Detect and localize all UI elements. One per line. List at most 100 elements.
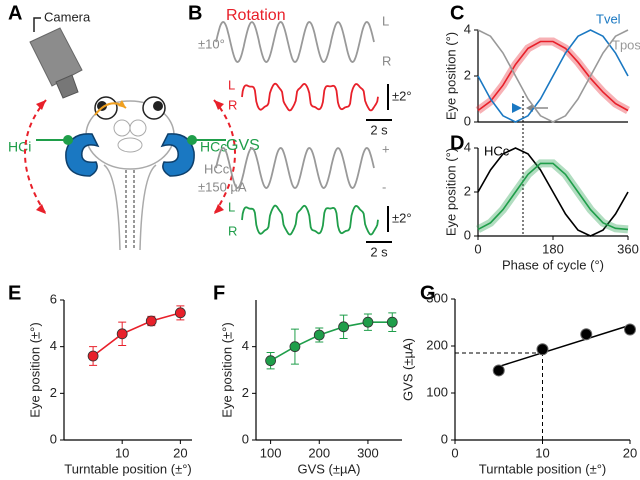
band <box>476 159 629 234</box>
y-tick-label: 4 <box>464 139 471 154</box>
scale-label: ±2° <box>392 210 412 225</box>
panel-label: C <box>450 2 464 24</box>
point <box>116 328 128 340</box>
panel-label: D <box>450 132 464 154</box>
point <box>174 307 186 319</box>
polarity-label: + <box>382 141 390 156</box>
x-tick-label: 180 <box>542 241 564 256</box>
direction-label: R <box>382 53 391 68</box>
x-axis-label: Turntable position (±°) <box>64 461 191 476</box>
fit-line <box>498 324 631 368</box>
line <box>477 29 629 123</box>
series-label: Tvel <box>596 11 621 26</box>
y-tick-label: 0 <box>464 113 471 128</box>
point <box>580 328 593 341</box>
y-tick-label: 200 <box>426 337 448 352</box>
time-label: 2 s <box>370 244 388 259</box>
electrode-tip <box>63 135 73 145</box>
arrowhead <box>214 100 224 110</box>
x-tick-label: 0 <box>451 445 458 460</box>
x-axis-label: GVS (±µA) <box>297 461 360 476</box>
arrowhead <box>36 100 46 110</box>
direction-label: R <box>228 97 237 112</box>
rotation-arc <box>24 99 47 215</box>
y-axis-label: Eye position (°) <box>443 148 458 236</box>
y-tick-label: 2 <box>242 385 249 400</box>
direction-label: R <box>228 223 237 238</box>
panel-label: E <box>8 282 21 304</box>
trace <box>215 147 375 189</box>
point <box>289 341 301 353</box>
y-tick-label: 300 <box>426 290 448 305</box>
arrowhead <box>36 204 46 214</box>
line <box>270 321 393 362</box>
pupil <box>97 101 107 111</box>
point <box>536 343 549 356</box>
line <box>477 29 629 123</box>
direction-label: L <box>228 77 235 92</box>
series-label: Tpos <box>612 37 640 52</box>
camera-bracket <box>33 17 41 32</box>
amplitude-label: ±10° <box>198 36 225 51</box>
trace <box>215 21 375 63</box>
point <box>492 364 505 377</box>
x-tick-label: 20 <box>623 445 637 460</box>
rotation-label: Rotation <box>226 7 286 24</box>
y-tick-label: 0 <box>464 227 471 242</box>
line <box>92 312 181 357</box>
scale-label: ±2° <box>392 88 412 103</box>
camera-label: Camera <box>44 9 91 24</box>
y-axis-label: GVS (±µA) <box>400 338 415 401</box>
camera-lens <box>55 74 79 99</box>
point <box>145 315 157 327</box>
y-tick-label: 4 <box>242 338 249 353</box>
x-tick-label: 10 <box>535 445 549 460</box>
trace <box>241 204 379 236</box>
panel-label: B <box>188 2 202 24</box>
panel-label: F <box>213 282 225 304</box>
panel-label: A <box>8 2 22 24</box>
x-axis-label: Turntable position (±°) <box>479 461 606 476</box>
x-axis-label: Phase of cycle (°) <box>502 257 604 272</box>
y-tick-label: 2 <box>464 183 471 198</box>
line <box>477 147 629 237</box>
point <box>338 321 350 333</box>
gvs-label: GVS <box>226 137 260 154</box>
polarity-label: - <box>382 179 386 194</box>
point <box>313 329 325 341</box>
y-tick-label: 4 <box>464 21 471 36</box>
trace <box>241 82 379 112</box>
arrowhead <box>214 204 224 214</box>
x-tick-label: 360 <box>617 241 639 256</box>
arrowhead <box>526 104 533 112</box>
point <box>87 350 99 362</box>
arrowhead <box>512 103 522 113</box>
arrowhead <box>118 100 126 108</box>
point <box>362 316 374 328</box>
point <box>386 316 398 328</box>
y-axis-label: Eye position (°) <box>443 32 458 120</box>
y-tick-label: 0 <box>242 431 249 446</box>
panel-label: G <box>420 282 436 304</box>
y-tick-label: 2 <box>50 385 57 400</box>
point <box>624 323 636 336</box>
y-tick-label: 4 <box>50 338 57 353</box>
y-axis-label: Eye position (±°) <box>219 322 234 417</box>
x-tick-label: 20 <box>173 445 187 460</box>
camera-body <box>29 27 83 87</box>
notochord <box>125 170 135 250</box>
y-axis-label: Eye position (±°) <box>27 322 42 417</box>
rotation-arc <box>213 99 236 215</box>
brain-lobe <box>117 137 143 153</box>
left-ear <box>65 133 100 177</box>
line <box>477 40 629 112</box>
y-tick-label: 0 <box>50 431 57 446</box>
series-label: HCc <box>484 143 510 158</box>
electrode-label: HCc <box>200 139 227 155</box>
x-tick-label: 10 <box>115 445 129 460</box>
electrode-label: HCi <box>8 139 31 155</box>
y-tick-label: 2 <box>464 67 471 82</box>
time-label: 2 s <box>370 122 388 137</box>
x-tick-label: 200 <box>308 445 330 460</box>
